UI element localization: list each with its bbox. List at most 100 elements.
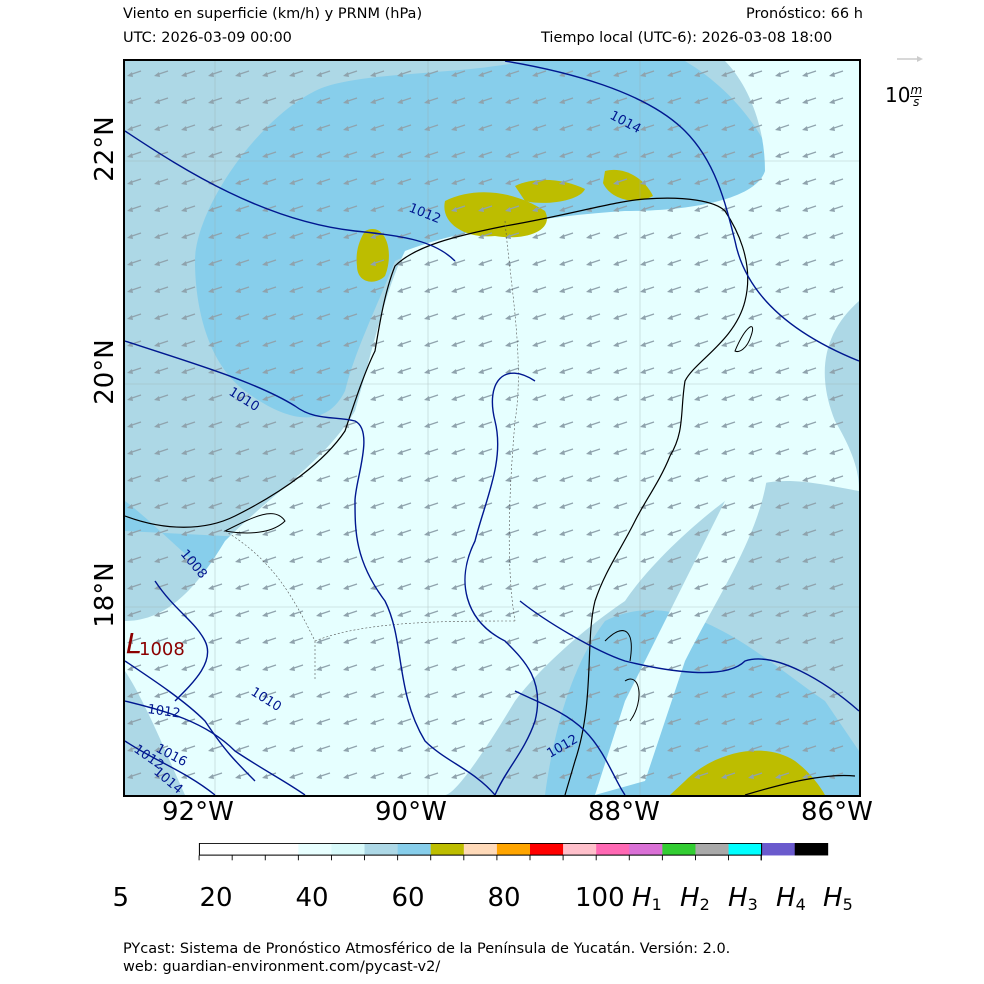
wind-arrow-head [613,180,619,185]
wind-arrow-head [613,261,619,266]
wind-arrow-head [667,639,673,644]
wind-arrow-head [505,99,511,104]
wind-arrow-head [478,180,484,185]
wind-arrow-head [721,396,727,401]
wind-arrow-head [208,774,214,779]
wind-arrow-head [289,774,295,779]
wind-arrow-head [127,693,133,698]
wind-arrow-head [397,261,403,266]
colorbar-cell [695,843,729,856]
lon-label-92w: 92°W [162,797,234,827]
wind-arrow-head [721,531,727,536]
wind-arrow-head [181,477,187,482]
wind-arrow-head [181,531,187,536]
wind-arrow-head [694,585,700,590]
wind-arrow-head [235,261,241,266]
wind-arrow-head [262,396,268,401]
wind-arrow-head [721,477,727,482]
wind-arrow-head [208,126,214,131]
wind-arrow-head [316,315,322,320]
wind-arrow-head [235,153,241,158]
wind-arrow-head [262,72,268,77]
wind-arrow-head [424,666,430,671]
wind-arrow-head [586,504,592,509]
wind-arrow-head [316,693,322,698]
wind-arrow-head [262,693,268,698]
wind-arrow-head [775,504,781,509]
wind-arrow-head [829,477,835,482]
wind-arrow-head [397,207,403,212]
wind-arrow-head [208,288,214,293]
wind-arrow-head [127,423,133,428]
wind-arrow-head [181,207,187,212]
wind-arrow-head [505,342,511,347]
wind-arrow-head [667,99,673,104]
wind-arrow-head [316,585,322,590]
wind-arrow-head [262,99,268,104]
wind-arrow-head [235,99,241,104]
wind-arrow-head [613,450,619,455]
wind-arrow-head [667,207,673,212]
wind-arrow-head [694,612,700,617]
wind-arrow-head [559,261,565,266]
wind-arrow-head [343,261,349,266]
wind-arrow-head [208,612,214,617]
wind-arrow-head [586,261,592,266]
wind-arrow-head [370,126,376,131]
wind-arrow-head [451,288,457,293]
wind-arrow-head [721,180,727,185]
colorbar-cell [364,843,398,856]
wind-arrow-head [829,423,835,428]
wind-arrow-head [802,774,808,779]
wind-arrow-head [721,693,727,698]
wind-arrow-head [289,288,295,293]
wind-arrow-head [370,261,376,266]
wind-arrow-head [208,153,214,158]
wind-arrow-head [532,315,538,320]
wind-arrow-head [802,342,808,347]
forecast-hour: Pronóstico: 66 h [746,6,863,22]
wind-arrow-head [289,558,295,563]
wind-arrow-head [640,288,646,293]
wind-arrow-head [667,234,673,239]
colorbar-cell [761,843,796,856]
wind-arrow-head [154,423,160,428]
wind-arrow-head [181,720,187,725]
colorbar-hurricane-label: H4 [776,883,806,914]
wind-arrow-head [667,288,673,293]
wind-arrow-head [316,774,322,779]
wind-arrow-head [289,126,295,131]
wind-arrow-head [667,585,673,590]
state-borders [224,220,519,681]
wind-arrow-head [424,720,430,725]
wind-arrow-head [613,234,619,239]
wind-arrow-head [667,504,673,509]
wind-arrow-head [640,558,646,563]
wind-arrow-head [586,234,592,239]
wind-arrow-head [532,477,538,482]
wind-arrow-head [154,720,160,725]
wind-arrow-head [775,558,781,563]
wind-arrow-head [316,747,322,752]
wind-arrow-head [613,396,619,401]
wind-arrow-head [532,180,538,185]
wind-arrow-head [532,261,538,266]
colorbar-label: 40 [295,883,329,913]
wind-arrow-head [748,504,754,509]
wind-arrow-head [829,720,835,725]
map-title: Viento en superficie (km/h) y PRNM (hPa) [123,6,423,22]
wind-arrow-head [127,180,133,185]
wind-arrow-head [127,261,133,266]
wind-arrow-head [532,747,538,752]
forecast-map[interactable]: 1014 1012 1010 1008 1010 1012 1016 1012 1014 1012… [123,59,861,797]
wind-arrow-head [559,180,565,185]
wind-arrow-head [451,558,457,563]
wind-arrow-head [181,504,187,509]
wind-arrow-head [424,234,430,239]
wind-arrow-head [424,504,430,509]
colorbar-cell [662,843,696,856]
wind-arrow-head [532,774,538,779]
wind-arrow-head [451,369,457,374]
colorbar-cell [563,843,597,856]
wind-arrow-head [397,342,403,347]
